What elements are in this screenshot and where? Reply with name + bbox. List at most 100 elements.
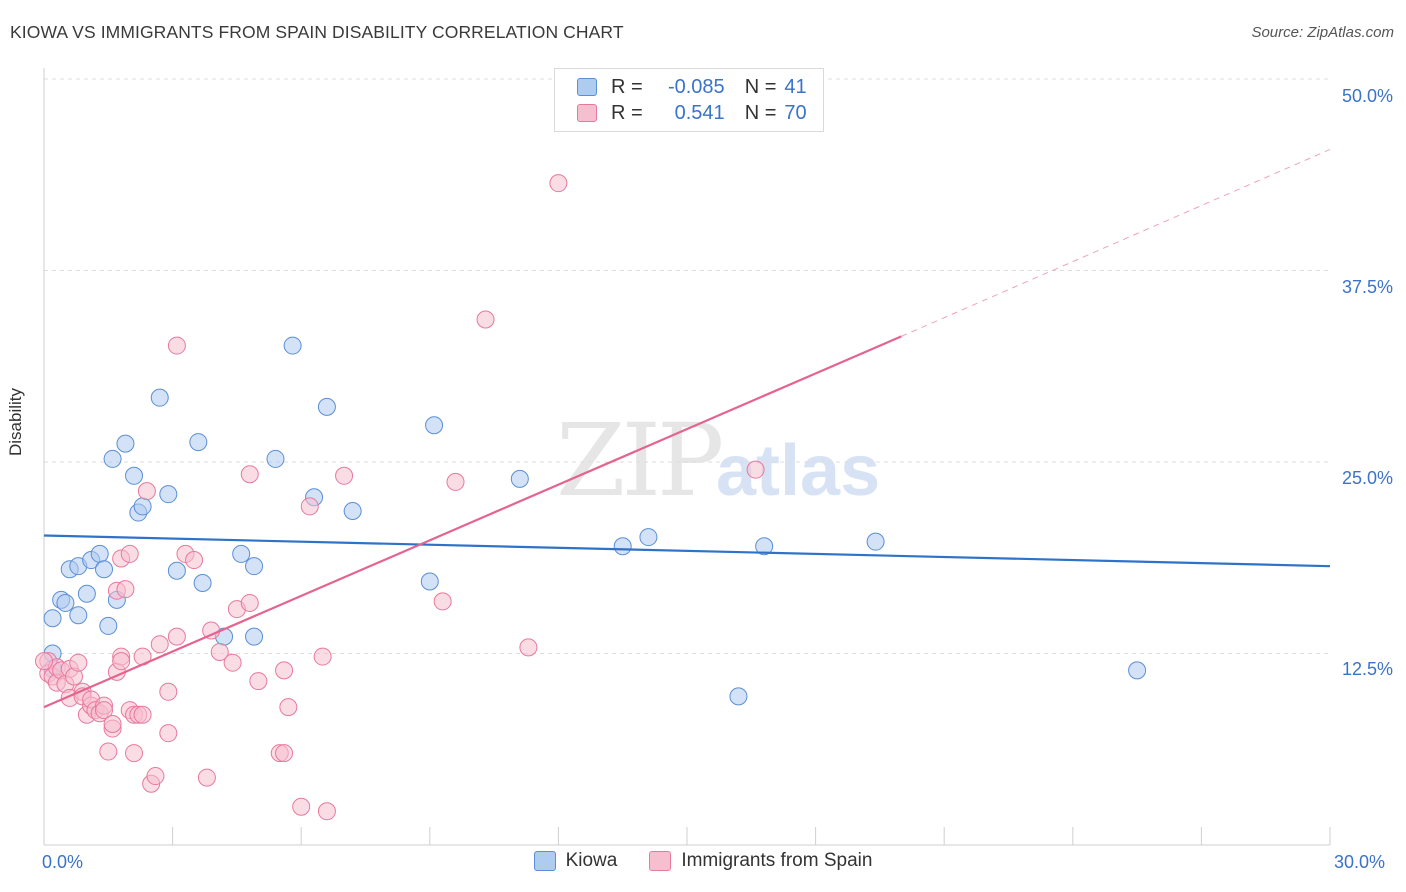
correlation-legend: R = -0.085 N = 41 R = 0.541 N = 70 [554, 68, 824, 132]
kiowa-point [103, 449, 122, 468]
kiowa-point [125, 466, 144, 485]
spain-point [519, 638, 538, 657]
kiowa-point [56, 593, 75, 612]
spain-point [167, 627, 186, 646]
legend-row-spain: R = 0.541 N = 70 [577, 102, 807, 124]
spain-point [112, 652, 131, 671]
kiowa-point [189, 433, 208, 452]
kiowa-point [613, 537, 632, 556]
spain-point [433, 592, 452, 611]
spain-point [313, 647, 332, 666]
kiowa-point [133, 497, 152, 516]
y-tick-label-25: 25.0% [1341, 468, 1393, 488]
kiowa-swatch [577, 78, 597, 96]
spain-point [120, 544, 139, 563]
kiowa-point [245, 627, 264, 646]
kiowa-point [77, 584, 96, 603]
kiowa-point [43, 609, 62, 628]
kiowa-point [245, 557, 264, 576]
kiowa-point [317, 397, 336, 416]
spain-point [103, 714, 122, 733]
spain-point [185, 551, 204, 570]
spain-point [476, 310, 495, 329]
kiowa-point [425, 416, 444, 435]
spain-legend-swatch [649, 851, 672, 871]
kiowa-trend-line [43, 534, 1331, 568]
kiowa-point [283, 336, 302, 355]
spain-point [69, 653, 88, 672]
chart-title: KIOWA VS IMMIGRANTS FROM SPAIN DISABILIT… [10, 22, 624, 42]
n-label: N = [744, 75, 777, 98]
kiowa-point [116, 434, 135, 453]
kiowa-legend-swatch [533, 851, 556, 871]
kiowa-point [95, 560, 114, 579]
kiowa-point [866, 532, 885, 551]
y-axis-label: Disability [6, 387, 25, 456]
source-label: Source: ZipAtlas.com [1251, 24, 1394, 41]
spain-point [133, 705, 152, 724]
x-tick-label-30: 30.0% [1334, 852, 1386, 872]
kiowa-point [99, 616, 118, 635]
kiowa-point [159, 485, 178, 504]
spain-point [95, 701, 114, 720]
spain-point [99, 742, 118, 761]
spain-point [197, 768, 216, 787]
spain-point [549, 174, 568, 193]
spain-point [35, 652, 53, 671]
r-value: 0.541 [674, 101, 725, 124]
spain-point [240, 465, 259, 484]
spain-point [146, 767, 165, 786]
y-tick-label-50: 50.0% [1341, 86, 1393, 106]
spain-point [159, 682, 178, 701]
n-value: 41 [784, 75, 807, 98]
r-value: -0.085 [667, 75, 725, 98]
kiowa-point [90, 544, 109, 563]
kiowa-point [1128, 661, 1147, 680]
legend-label-spain: Immigrants from Spain [681, 850, 873, 871]
kiowa-point [639, 528, 658, 547]
kiowa-point [729, 687, 748, 706]
x-tick-label-0: 0.0% [42, 852, 84, 872]
legend-item-kiowa: Kiowa [533, 850, 618, 872]
legend-row-kiowa: R = -0.085 N = 41 [577, 76, 807, 98]
spain-point [275, 744, 294, 763]
y-tick-label-37.5: 37.5% [1341, 277, 1393, 297]
series-legend: Kiowa Immigrants from Spain [0, 850, 1406, 872]
spain-trend-line [43, 335, 902, 709]
watermark-zip: ZIP [556, 402, 724, 519]
legend-label-kiowa: Kiowa [565, 850, 618, 871]
spain-point [210, 642, 229, 661]
legend-item-spain: Immigrants from Spain [649, 850, 872, 872]
r-label: R = [611, 75, 643, 98]
spain-point [446, 472, 465, 491]
spain-point [335, 466, 354, 485]
spain-point [300, 497, 319, 516]
kiowa-point [266, 449, 285, 468]
kiowa-point [193, 574, 212, 593]
spain-point [116, 580, 135, 599]
r-label: R = [611, 101, 643, 124]
spain-point [159, 724, 178, 743]
spain-point [317, 802, 336, 821]
n-value: 70 [784, 101, 807, 124]
spain-trend-extension [901, 149, 1331, 337]
watermark-atlas: atlas [716, 431, 881, 511]
spain-point [223, 653, 242, 672]
spain-point [167, 336, 186, 355]
kiowa-point [343, 502, 362, 521]
spain-swatch [577, 104, 597, 122]
kiowa-point [510, 469, 529, 488]
spain-point [125, 744, 144, 763]
spain-point [137, 482, 156, 501]
spain-point [746, 460, 765, 479]
kiowa-point [167, 561, 186, 580]
n-label: N = [744, 101, 777, 124]
spain-point [240, 593, 259, 612]
spain-point [249, 672, 268, 691]
spain-point [275, 661, 294, 680]
kiowa-point [232, 544, 251, 563]
kiowa-point [420, 572, 439, 591]
spain-point [150, 635, 169, 654]
spain-point [279, 698, 298, 717]
